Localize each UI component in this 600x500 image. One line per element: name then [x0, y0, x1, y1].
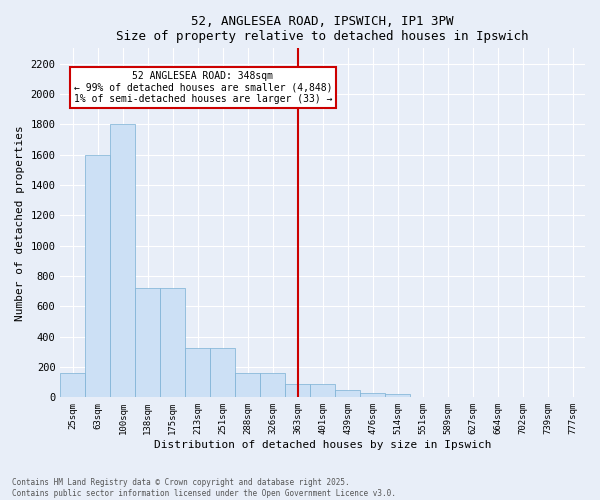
Title: 52, ANGLESEA ROAD, IPSWICH, IP1 3PW
Size of property relative to detached houses: 52, ANGLESEA ROAD, IPSWICH, IP1 3PW Size…: [116, 15, 529, 43]
X-axis label: Distribution of detached houses by size in Ipswich: Distribution of detached houses by size …: [154, 440, 491, 450]
Bar: [136, 288, 160, 398]
Bar: [385, 394, 410, 398]
Bar: [235, 373, 260, 398]
Bar: [410, 396, 435, 398]
Bar: [85, 154, 110, 398]
Bar: [185, 348, 210, 398]
Bar: [285, 384, 310, 398]
Bar: [260, 373, 285, 398]
Bar: [110, 124, 136, 398]
Bar: [360, 393, 385, 398]
Bar: [210, 348, 235, 398]
Y-axis label: Number of detached properties: Number of detached properties: [15, 125, 25, 320]
Bar: [160, 288, 185, 398]
Bar: [61, 373, 85, 398]
Bar: [310, 384, 335, 398]
Text: Contains HM Land Registry data © Crown copyright and database right 2025.
Contai: Contains HM Land Registry data © Crown c…: [12, 478, 396, 498]
Bar: [335, 390, 360, 398]
Text: 52 ANGLESEA ROAD: 348sqm
← 99% of detached houses are smaller (4,848)
1% of semi: 52 ANGLESEA ROAD: 348sqm ← 99% of detach…: [74, 71, 332, 104]
